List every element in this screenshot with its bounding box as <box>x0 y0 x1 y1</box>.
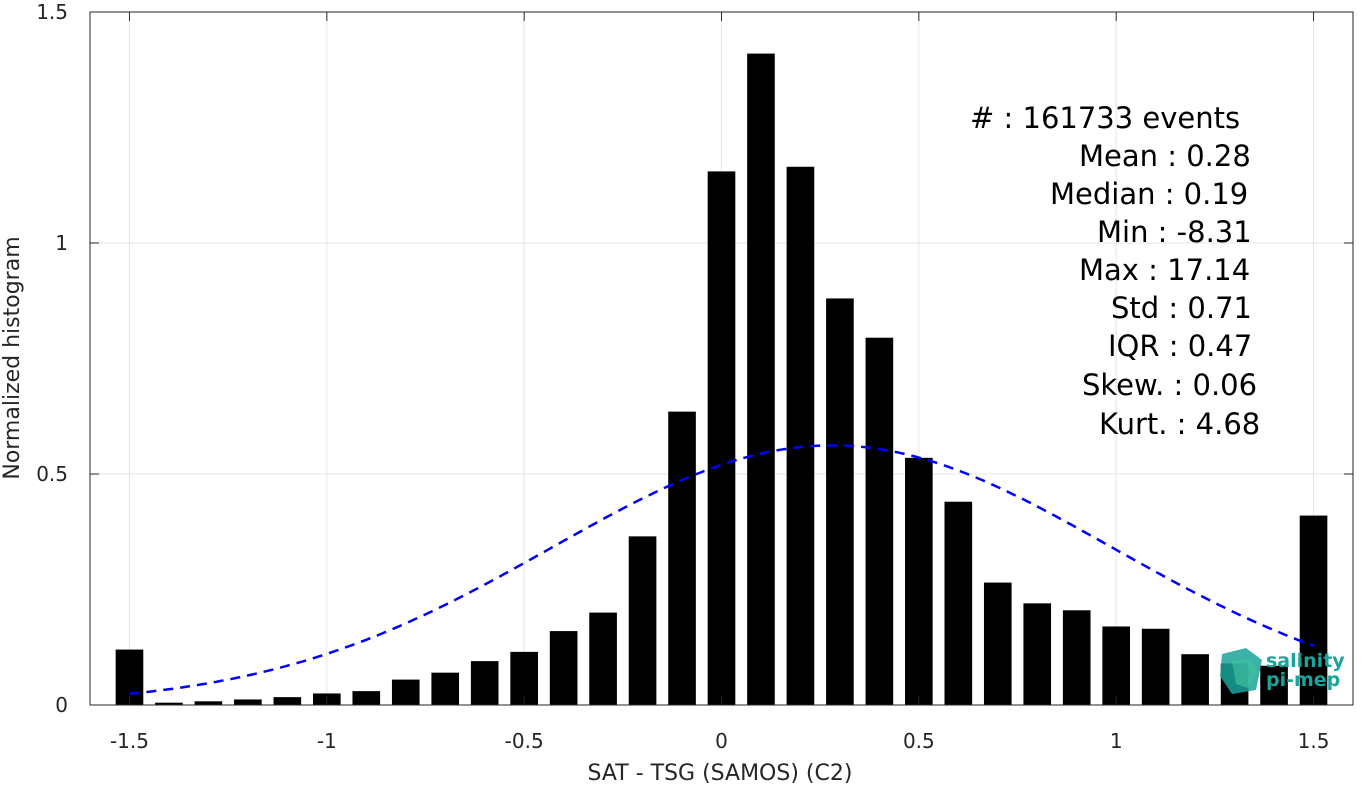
normal-fit-line <box>129 444 1314 696</box>
stat-line: Skew. : 0.06 <box>1082 368 1257 402</box>
stat-line: Mean : 0.28 <box>1079 139 1251 173</box>
y-tick-label: 1.5 <box>36 0 68 24</box>
stat-line: IQR : 0.47 <box>1108 329 1252 363</box>
stats-box: # : 161733 events Mean : 0.28 Median : 0.1… <box>970 101 1260 441</box>
histogram-bar <box>1260 665 1288 705</box>
x-tick-label: 0.5 <box>903 729 935 753</box>
x-axis-label: SAT - TSG (SAMOS) (C2) <box>588 761 853 785</box>
y-tick-label: 0.5 <box>36 462 68 486</box>
y-axis-ticks: 0 0.5 1 1.5 <box>36 0 1353 717</box>
histogram-bar <box>944 501 973 705</box>
histogram-bar <box>1299 515 1328 705</box>
histogram-bar <box>1023 603 1052 705</box>
histogram-bar <box>865 337 894 705</box>
stat-line: Min : -8.31 <box>1097 215 1252 249</box>
histogram-bar <box>115 649 144 705</box>
histogram-bar <box>826 298 854 705</box>
x-tick-label: -1 <box>317 729 337 753</box>
x-tick-label: 1.5 <box>1298 729 1330 753</box>
histogram-bar <box>628 536 657 705</box>
logo-cube-facet <box>1232 658 1258 688</box>
stat-line: Max : 17.14 <box>1079 253 1250 287</box>
histogram-bar <box>234 699 262 705</box>
histogram-bar <box>1062 610 1091 705</box>
x-tick-label: 1 <box>1110 729 1123 753</box>
histogram-bar <box>194 701 223 705</box>
x-axis-ticks: -1.5 -1 -0.5 0 0.5 1 1.5 <box>110 12 1329 753</box>
y-axis-label: Normalized histogram <box>0 236 25 479</box>
histogram-bar <box>707 171 736 705</box>
histogram-bar <box>549 631 578 705</box>
logo-text-line1: salinity <box>1266 650 1345 672</box>
histogram-bar <box>352 691 381 705</box>
histogram-bar <box>905 457 933 705</box>
histogram-bar <box>155 702 183 705</box>
stat-line: Median : 0.19 <box>1050 177 1248 211</box>
histogram-bar <box>273 697 302 705</box>
histogram-bar <box>668 411 696 705</box>
salinity-pimep-logo: salinity pi-mep <box>1220 648 1345 694</box>
y-tick-label: 1 <box>55 231 68 255</box>
stat-line: Std : 0.71 <box>1111 291 1252 325</box>
histogram-bar <box>589 612 617 705</box>
histogram-bar <box>1181 654 1209 705</box>
logo-text-line2: pi-mep <box>1266 669 1340 691</box>
histogram-bar <box>983 582 1012 705</box>
histogram-bar <box>431 672 460 705</box>
x-tick-label: -1.5 <box>110 729 149 753</box>
histogram-bar <box>1102 626 1131 705</box>
normal-fit <box>129 444 1314 696</box>
histogram-bar <box>747 53 775 705</box>
y-tick-label: 0 <box>55 693 68 717</box>
histogram-bar <box>391 679 420 705</box>
histogram-bar <box>470 661 499 705</box>
x-tick-label: 0 <box>715 729 728 753</box>
stat-line: Kurt. : 4.68 <box>1099 407 1260 441</box>
histogram-bar <box>786 166 815 705</box>
x-tick-label: -0.5 <box>505 729 544 753</box>
histogram-bar <box>1141 628 1170 705</box>
bars <box>115 53 1328 705</box>
stat-line: # : 161733 events <box>970 101 1240 135</box>
